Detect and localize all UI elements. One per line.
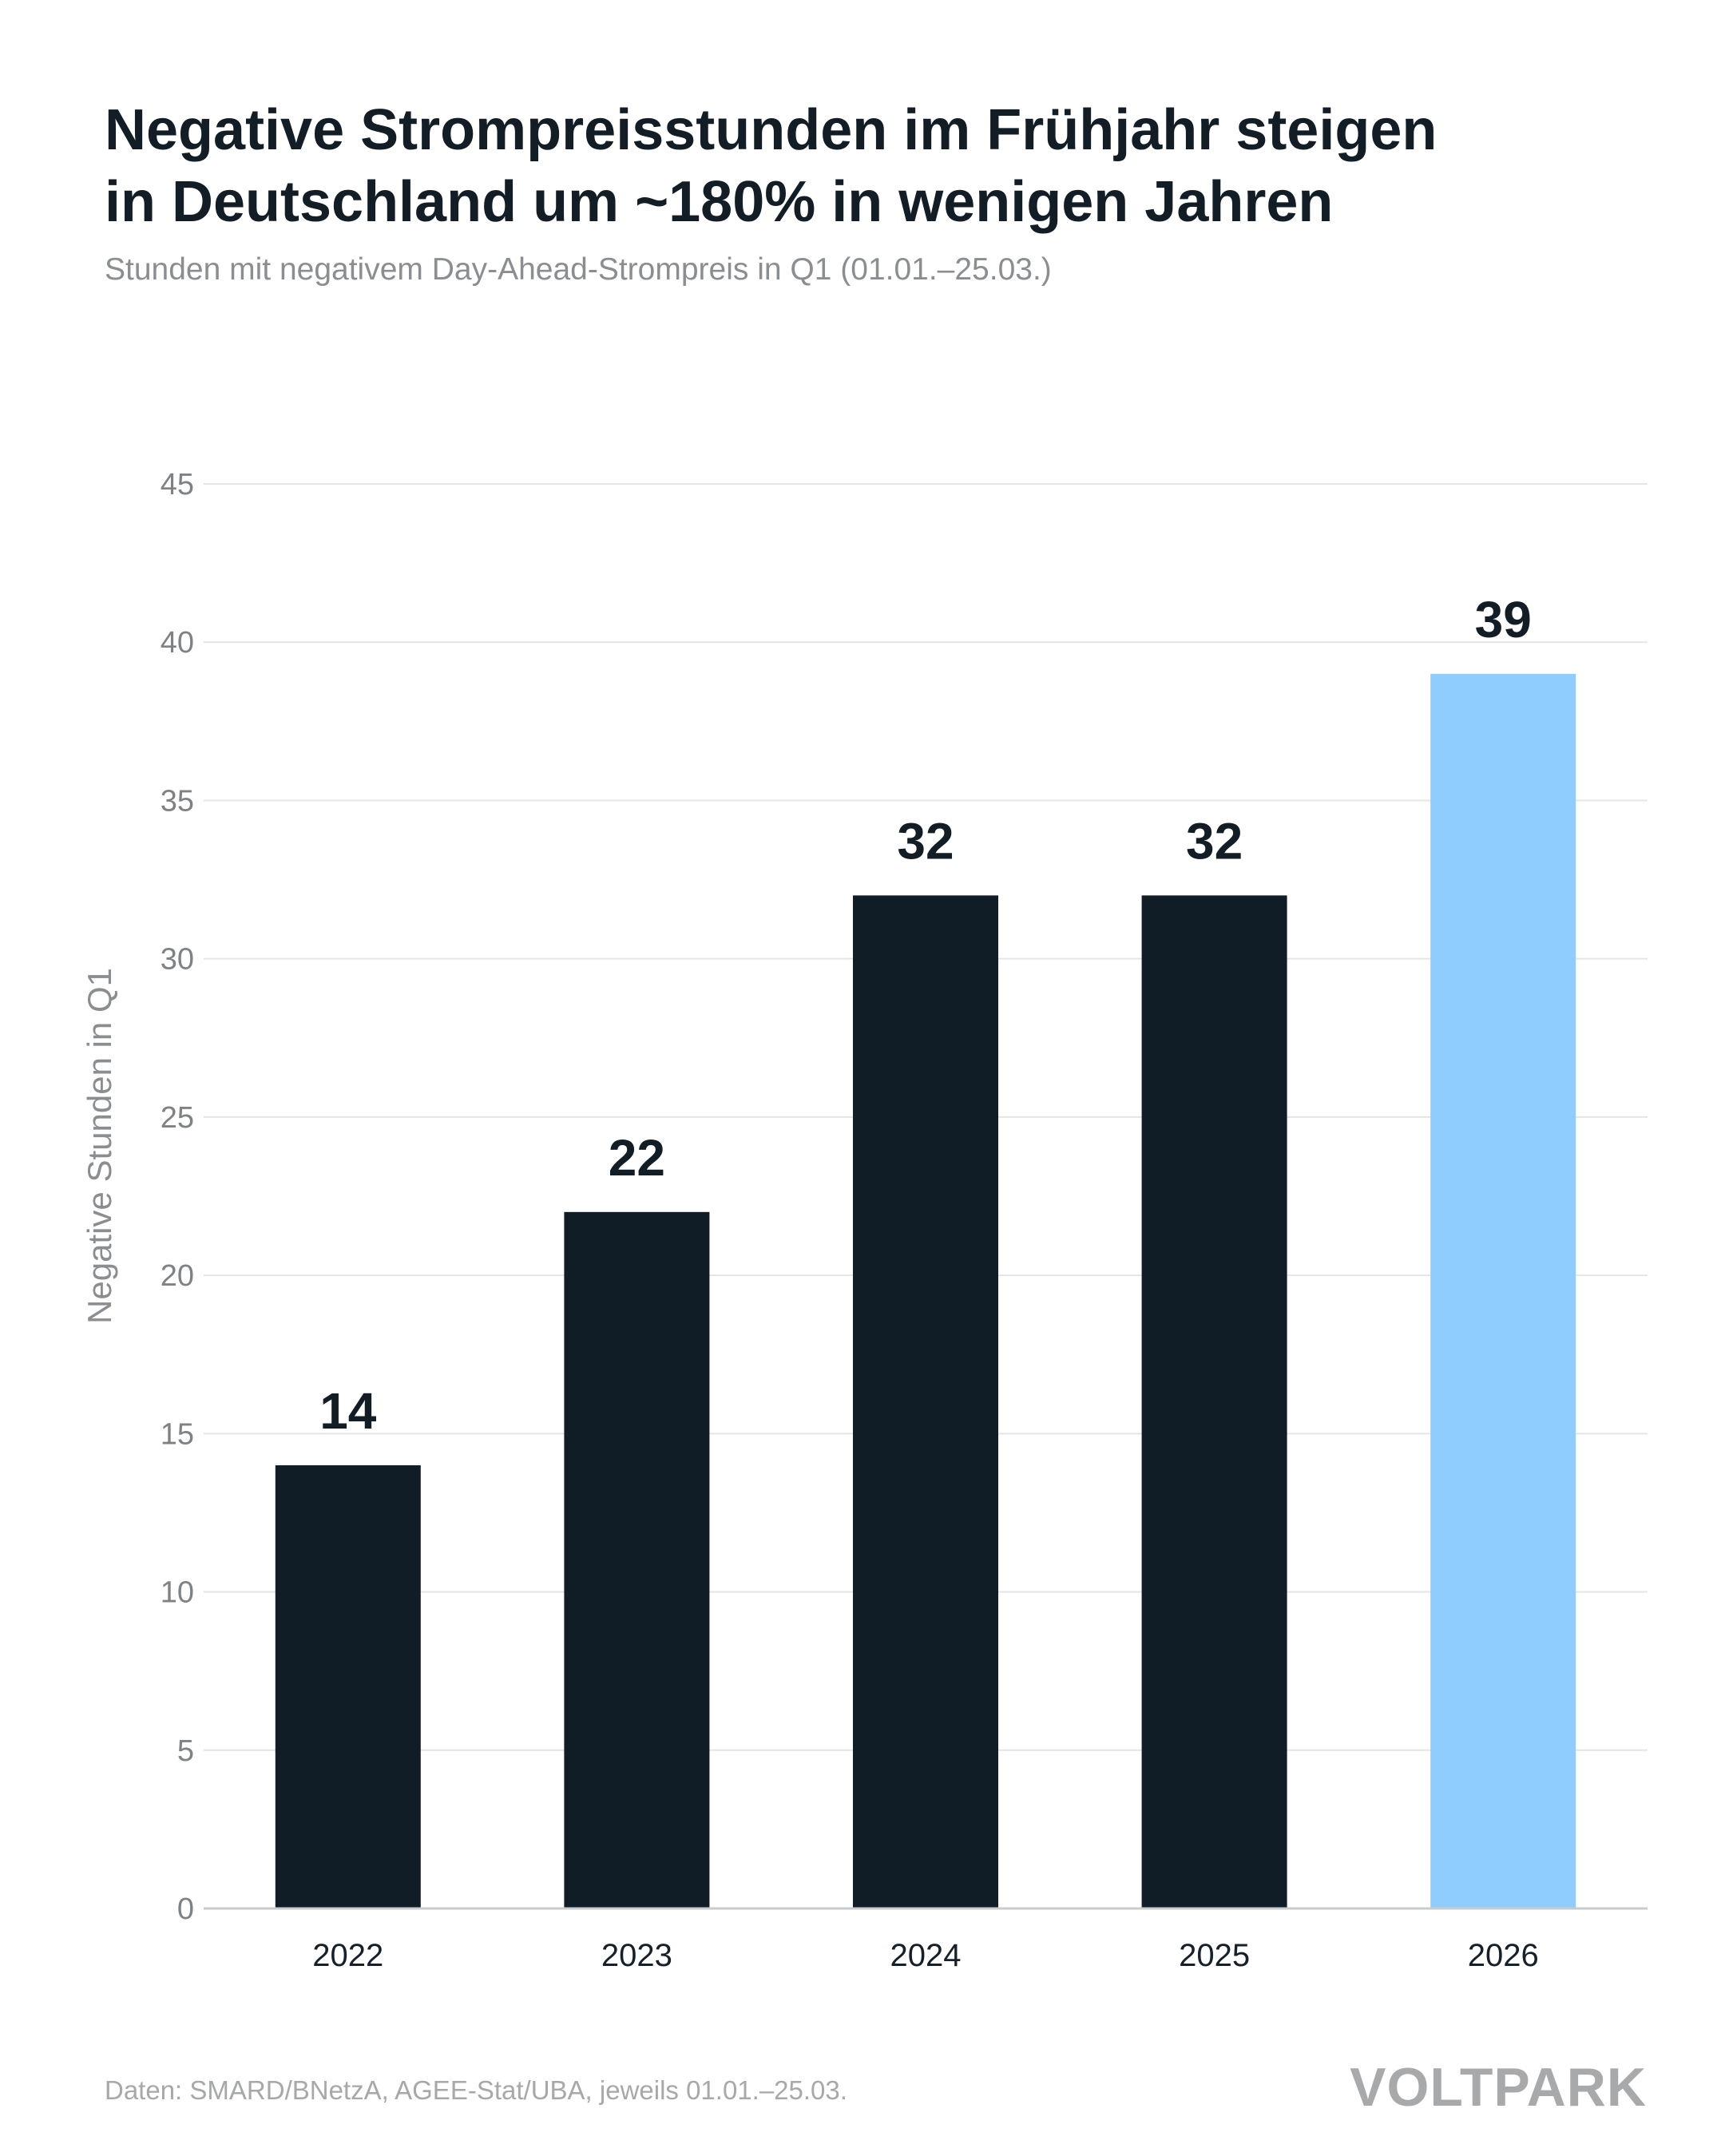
chart-title-line-1: Negative Strompreisstunden im Frühjahr s… [105, 98, 1438, 162]
data-labels: 14 22 32 32 39 [319, 591, 1532, 1440]
x-axis-ticks: 2022 2023 2024 2025 2026 [312, 1938, 1538, 1973]
source-note: Daten: SMARD/BNetzA, AGEE-Stat/UBA, jewe… [105, 2075, 847, 2105]
bar-2023 [564, 1211, 710, 1908]
data-label-2023: 22 [609, 1129, 665, 1187]
x-tick-label-2023: 2023 [601, 1938, 672, 1973]
bar-2022 [275, 1464, 421, 1908]
bar-2026 [1430, 673, 1576, 1908]
bar-2025 [1141, 895, 1287, 1908]
bar-2024 [853, 895, 998, 1908]
y-tick-label-5: 5 [177, 1734, 194, 1768]
data-label-2025: 32 [1186, 812, 1243, 870]
y-tick-label-0: 0 [177, 1892, 194, 1926]
y-tick-label-40: 40 [161, 626, 194, 660]
x-tick-label-2026: 2026 [1468, 1938, 1539, 1973]
y-tick-label-30: 30 [161, 943, 194, 977]
y-tick-label-45: 45 [161, 468, 194, 501]
chart-title-line-2: in Deutschland um ~180% in wenigen Jahre… [105, 170, 1334, 234]
data-label-2024: 32 [897, 812, 954, 870]
chart-title: Negative Strompreisstunden im Frühjahr s… [105, 94, 1622, 238]
data-label-2022: 14 [319, 1382, 377, 1440]
y-axis-ticks: 0 5 10 15 20 25 30 35 40 45 [161, 468, 194, 1926]
x-tick-label-2024: 2024 [890, 1938, 962, 1973]
y-axis-label: Negative Stunden in Q1 [81, 968, 118, 1324]
data-label-2026: 39 [1475, 591, 1532, 648]
x-tick-label-2025: 2025 [1179, 1938, 1250, 1973]
chart-subtitle: Stunden mit negativem Day-Ahead-Strompre… [105, 252, 1052, 287]
y-tick-label-10: 10 [161, 1576, 194, 1610]
bars [275, 673, 1576, 1908]
voltpark-logo: VOLTPARK [1350, 2057, 1647, 2118]
y-tick-label-25: 25 [161, 1101, 194, 1135]
y-tick-label-35: 35 [161, 784, 194, 818]
y-tick-label-20: 20 [161, 1259, 194, 1293]
x-tick-label-2022: 2022 [312, 1938, 383, 1973]
y-tick-label-15: 15 [161, 1417, 194, 1451]
